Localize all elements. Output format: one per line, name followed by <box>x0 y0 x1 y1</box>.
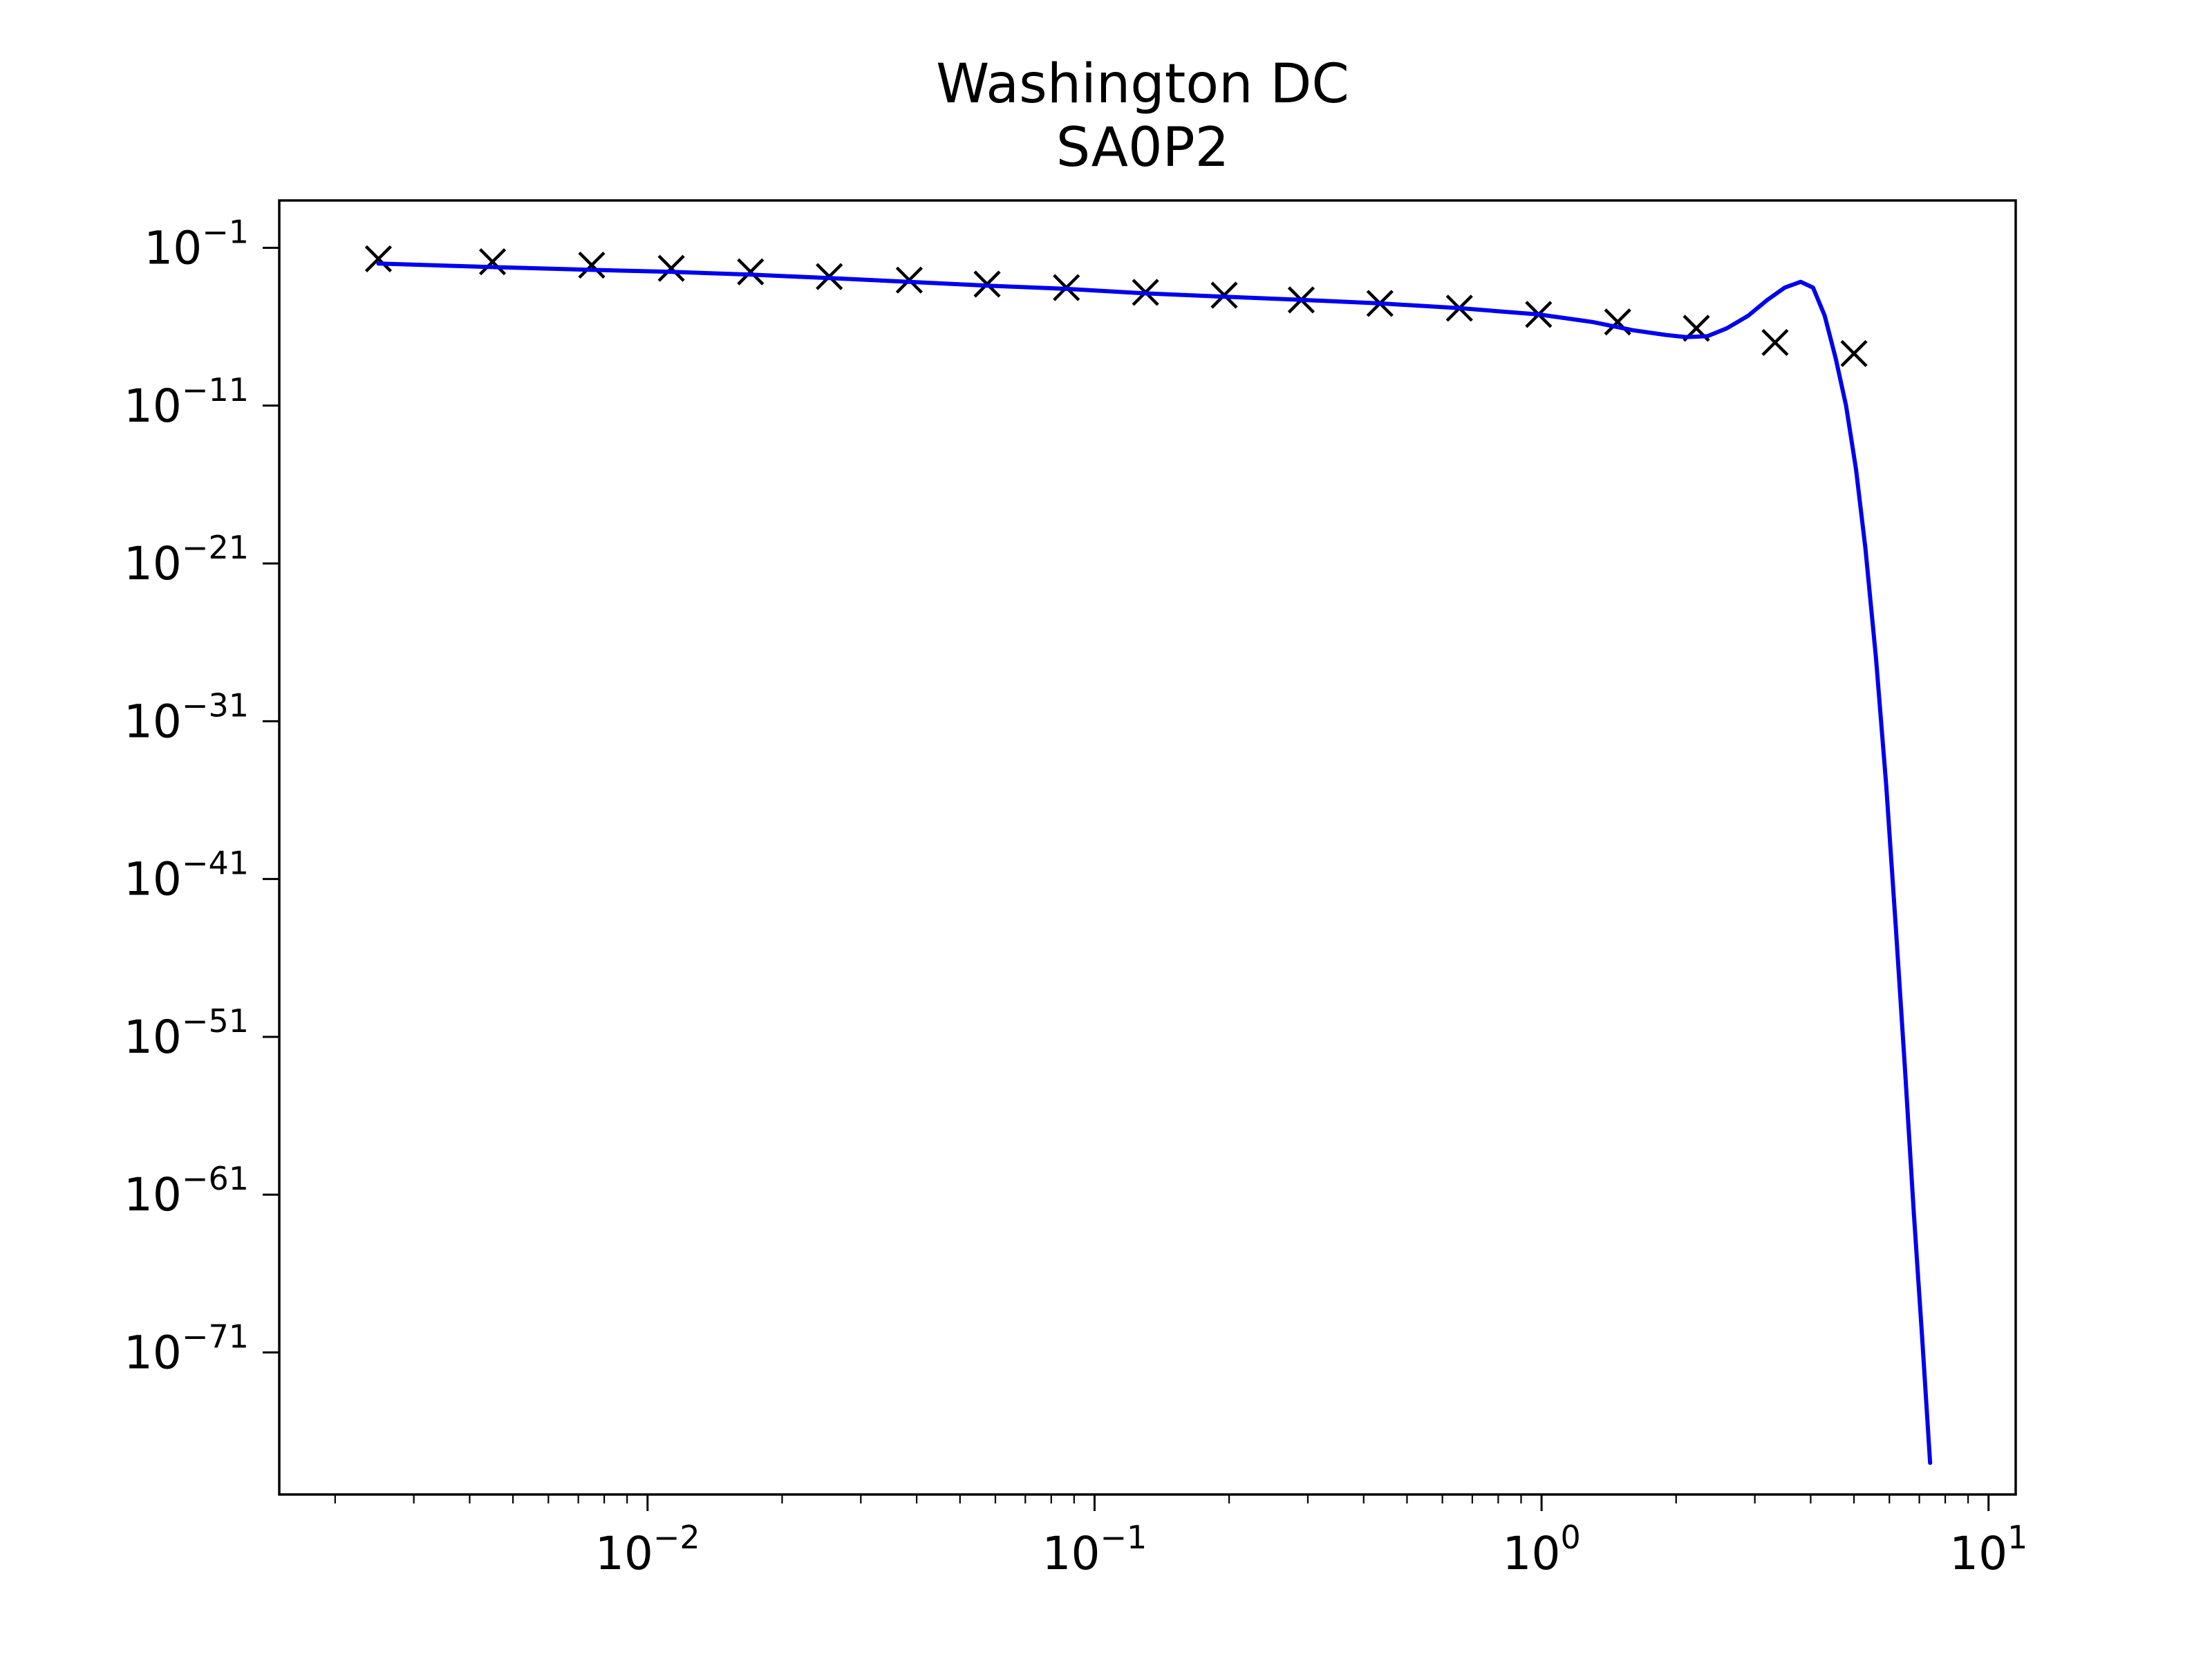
data-point-marker <box>478 248 507 276</box>
data-point-marker <box>364 245 393 273</box>
y-tick-label: 10−11 <box>124 371 249 433</box>
x-tick-label: 100 <box>1502 1519 1580 1580</box>
y-tick-label: 10−21 <box>124 529 249 590</box>
series-line <box>376 261 1933 1465</box>
y-tick-label: 10−31 <box>124 686 249 748</box>
y-tick-label: 10−41 <box>124 845 249 906</box>
x-tick-label: 101 <box>1949 1519 2027 1580</box>
data-point-marker <box>1761 328 1789 357</box>
x-tick-label: 10−2 <box>595 1519 700 1580</box>
data-point-marker <box>737 258 765 285</box>
x-tick-label: 10−1 <box>1042 1519 1147 1580</box>
chart-subtitle: SA0P2 <box>1056 117 1230 179</box>
y-tick-label: 10−1 <box>144 213 249 274</box>
data-point-marker <box>1840 339 1868 368</box>
y-tick-label: 10−51 <box>124 1002 249 1064</box>
plot-frame <box>278 199 2017 1496</box>
axes: 10−2 10−1 100 101 10−1 10−11 10−21 10−31 10−41 10… <box>124 213 2027 1580</box>
data-point-marker <box>578 251 606 279</box>
y-tick-label: 10−71 <box>124 1318 249 1380</box>
y-tick-label: 10−61 <box>124 1160 249 1221</box>
chart-title: Washington DC <box>936 53 1349 115</box>
plot-area <box>364 245 1933 1465</box>
data-point-marker <box>657 254 685 282</box>
